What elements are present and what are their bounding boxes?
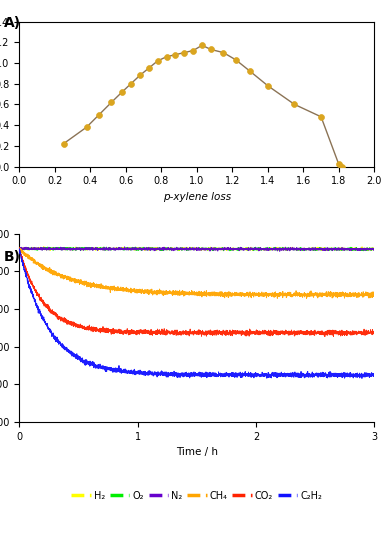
Point	[146, 64, 152, 73]
Point	[96, 110, 102, 119]
Point	[84, 123, 90, 131]
Point	[108, 98, 115, 107]
Point	[155, 56, 161, 65]
Point	[199, 41, 205, 49]
Point	[233, 55, 239, 64]
Point	[128, 80, 134, 88]
Point	[265, 81, 271, 90]
Text: A): A)	[4, 16, 21, 30]
Point	[172, 51, 178, 59]
Point	[339, 162, 345, 171]
Point	[181, 48, 187, 57]
X-axis label: p-xylene loss: p-xylene loss	[163, 192, 231, 202]
Point	[247, 67, 253, 75]
Point	[336, 160, 342, 169]
Text: B): B)	[4, 250, 21, 264]
Point	[208, 45, 214, 54]
Point	[163, 52, 170, 61]
X-axis label: Time / h: Time / h	[176, 448, 218, 457]
Point	[119, 88, 125, 96]
Legend: H₂, O₂, N₂, CH₄, CO₂, C₂H₂: H₂, O₂, N₂, CH₄, CO₂, C₂H₂	[71, 491, 322, 501]
Point	[137, 71, 143, 80]
Point	[318, 112, 324, 121]
Point	[190, 46, 196, 55]
Point	[291, 100, 298, 109]
Point	[220, 48, 227, 57]
Point	[60, 139, 66, 148]
